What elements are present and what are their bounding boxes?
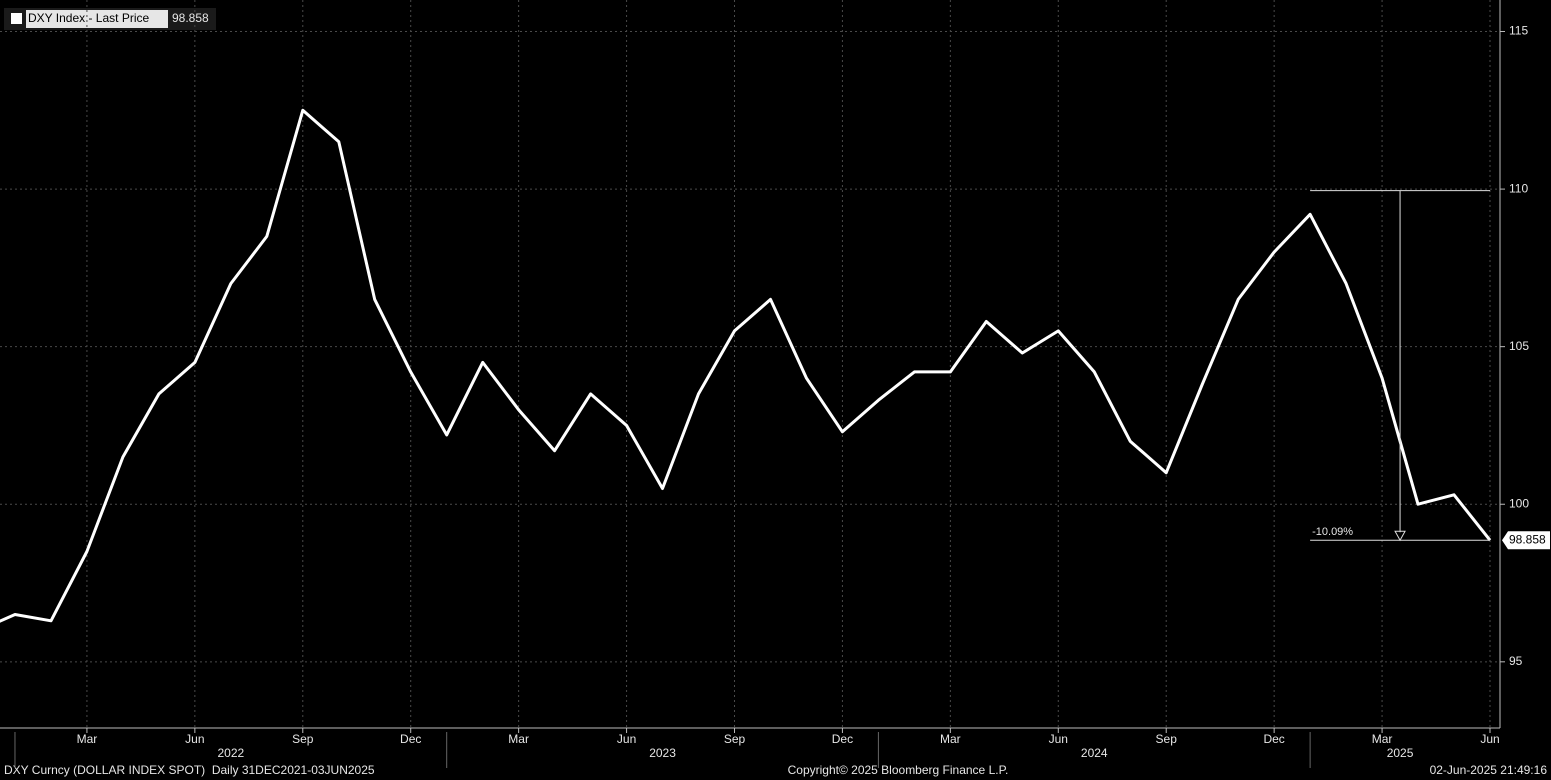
x-tick-label: Mar bbox=[77, 732, 98, 746]
year-label: 2024 bbox=[1081, 746, 1108, 760]
last-price-label: 98.858 bbox=[1509, 532, 1546, 546]
y-tick-label: 115 bbox=[1509, 24, 1528, 38]
footer-center: Copyright© 2025 Bloomberg Finance L.P. bbox=[788, 763, 1009, 777]
legend-label: DXY Index - Last Price bbox=[28, 11, 149, 25]
legend-swatch bbox=[11, 13, 22, 24]
legend-value: 98.858 bbox=[172, 11, 209, 25]
x-tick-label: Mar bbox=[940, 732, 961, 746]
x-tick-label: Dec bbox=[1263, 732, 1284, 746]
y-tick-label: 95 bbox=[1509, 654, 1523, 668]
x-tick-label: Mar bbox=[508, 732, 529, 746]
x-tick-label: Mar bbox=[1372, 732, 1393, 746]
year-label: 2023 bbox=[649, 746, 676, 760]
year-label: 2022 bbox=[217, 746, 244, 760]
line-series bbox=[0, 108, 1492, 623]
legend: DXY Index - Last Price 98.858 bbox=[4, 8, 216, 30]
year-label: 2025 bbox=[1387, 746, 1414, 760]
last-price-box bbox=[1502, 531, 1550, 550]
legend-highlight bbox=[26, 10, 168, 28]
y-tick-label: 105 bbox=[1509, 339, 1529, 353]
annotation-arrowhead bbox=[1394, 530, 1406, 542]
x-tick-label: Jun bbox=[185, 732, 204, 746]
x-tick-label: Dec bbox=[400, 732, 421, 746]
x-tick-label: Sep bbox=[1156, 732, 1178, 746]
x-tick-label: Dec bbox=[832, 732, 853, 746]
footer-right: 02-Jun-2025 21:49:16 bbox=[1430, 763, 1548, 777]
x-tick-label: Jun bbox=[617, 732, 636, 746]
x-tick-label: Jun bbox=[1049, 732, 1068, 746]
y-tick-label: 100 bbox=[1509, 496, 1529, 510]
x-tick-label: Jun bbox=[1480, 732, 1499, 746]
footer-left: DXY Curncy (DOLLAR INDEX SPOT) Daily 31D… bbox=[4, 763, 375, 777]
y-tick-label: 110 bbox=[1509, 181, 1528, 195]
plot-area bbox=[0, 108, 1492, 623]
x-tick-label: Sep bbox=[724, 732, 746, 746]
x-tick-label: Sep bbox=[292, 732, 314, 746]
annotation-label: -10.09% bbox=[1312, 526, 1353, 538]
